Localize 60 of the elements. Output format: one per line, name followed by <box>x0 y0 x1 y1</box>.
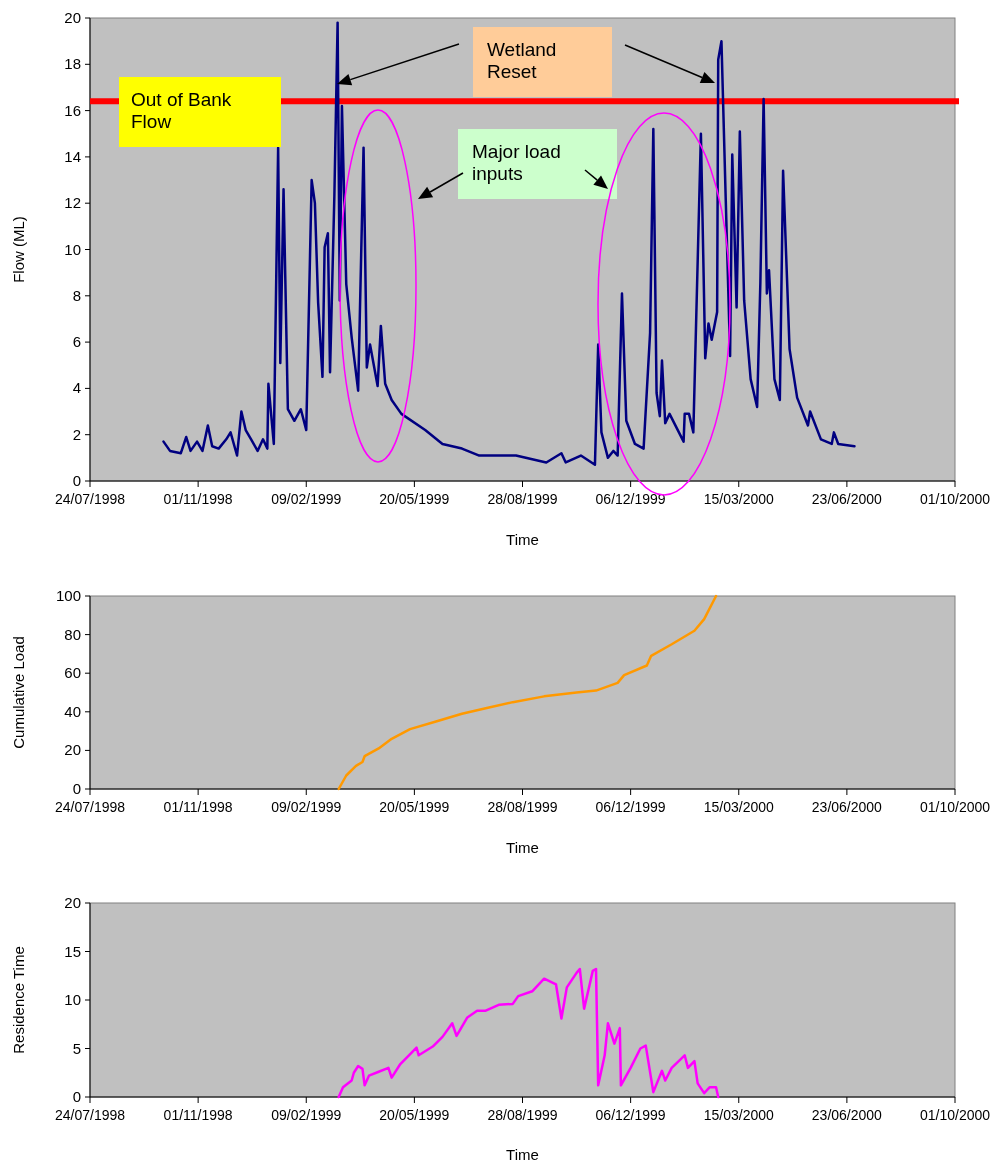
x-axis-title: Time <box>506 1146 539 1163</box>
x-tick-label: 01/10/2000 <box>919 1107 991 1123</box>
x-tick-label: 24/07/1998 <box>54 1107 126 1123</box>
y-tick-label: 10 <box>64 991 81 1008</box>
x-tick-label: 09/02/1999 <box>271 799 342 815</box>
x-tick-label: 28/08/1999 <box>487 491 558 507</box>
x-tick-label: 28/08/1999 <box>487 1107 558 1123</box>
x-tick-label: 20/05/1999 <box>379 799 450 815</box>
y-tick-label: 0 <box>72 780 81 797</box>
y-tick-label: 10 <box>64 240 81 258</box>
x-axis-title: Time <box>506 531 539 548</box>
x-tick-label: 15/03/2000 <box>703 1107 774 1123</box>
y-tick-label: 20 <box>64 741 81 759</box>
y-tick-label: 2 <box>72 425 81 443</box>
x-tick-label: 06/12/1999 <box>595 491 666 507</box>
y-axis-title: Cumulative Load <box>10 636 27 749</box>
y-tick-label: 5 <box>72 1039 81 1057</box>
y-tick-label: 12 <box>64 194 81 212</box>
annotation: Wetland Reset <box>487 39 557 82</box>
x-tick-label: 09/02/1999 <box>271 491 342 507</box>
annotation: Major load inputs <box>472 141 561 184</box>
x-tick-label: 23/06/2000 <box>811 1107 883 1123</box>
y-tick-label: 16 <box>64 101 81 119</box>
x-tick-label: 01/10/2000 <box>919 799 991 815</box>
x-tick-label: 06/12/1999 <box>595 1107 666 1123</box>
x-tick-label: 15/03/2000 <box>703 491 774 507</box>
y-tick-label: 0 <box>72 472 81 489</box>
y-tick-label: 20 <box>64 9 81 26</box>
ref-line-label: Out of Bank Flow <box>131 89 232 132</box>
x-tick-label: 01/11/1998 <box>163 1107 233 1123</box>
y-axis-title: Flow (ML) <box>10 216 27 283</box>
y-tick-label: 20 <box>64 894 81 911</box>
y-tick-label: 15 <box>64 942 81 960</box>
x-tick-label: 06/12/1999 <box>595 799 666 815</box>
x-tick-label: 20/05/1999 <box>379 1107 450 1123</box>
y-tick-label: 4 <box>72 379 81 397</box>
y-tick-label: 14 <box>64 147 81 165</box>
x-tick-label: 01/11/1998 <box>163 799 233 815</box>
x-tick-label: 15/03/2000 <box>703 799 774 815</box>
x-tick-label: 01/10/2000 <box>919 491 991 507</box>
x-tick-label: 28/08/1999 <box>487 799 558 815</box>
line-series <box>337 594 718 791</box>
y-tick-label: 100 <box>55 587 81 604</box>
y-tick-label: 8 <box>72 286 81 304</box>
x-tick-label: 24/07/1998 <box>54 799 126 815</box>
x-tick-label: 20/05/1999 <box>379 491 450 507</box>
y-tick-label: 40 <box>64 702 81 720</box>
y-axis-title: Residence Time <box>10 946 27 1054</box>
y-tick-label: 0 <box>72 1088 81 1105</box>
x-tick-label: 23/06/2000 <box>811 799 883 815</box>
line-series <box>337 967 720 1099</box>
x-tick-label: 01/11/1998 <box>163 491 233 507</box>
y-tick-label: 60 <box>64 664 81 682</box>
y-tick-label: 18 <box>64 55 81 73</box>
y-tick-label: 80 <box>64 625 81 643</box>
x-axis-title: Time <box>506 839 539 856</box>
x-tick-label: 09/02/1999 <box>271 1107 342 1123</box>
x-tick-label: 24/07/1998 <box>54 491 126 507</box>
x-tick-label: 23/06/2000 <box>811 491 883 507</box>
y-tick-label: 6 <box>72 333 81 351</box>
